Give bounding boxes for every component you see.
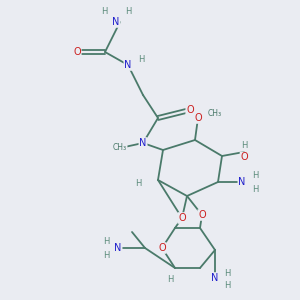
Text: H: H [252,184,258,194]
Text: O: O [73,47,81,57]
Text: N: N [124,60,132,70]
Text: CH₃: CH₃ [113,143,127,152]
Text: N: N [238,177,246,187]
Text: H: H [138,56,144,64]
Text: N: N [112,17,120,27]
Text: H: H [103,250,109,260]
Text: H: H [224,280,230,290]
Text: CH₃: CH₃ [208,109,222,118]
Text: O: O [194,113,202,123]
Text: H: H [167,275,173,284]
Text: O: O [240,152,248,162]
Text: H: H [241,140,247,149]
Text: H: H [224,268,230,278]
Text: H: H [135,178,141,188]
Text: O: O [186,105,194,115]
Text: N: N [211,273,219,283]
Text: H: H [125,8,131,16]
Text: O: O [158,243,166,253]
Text: N: N [114,243,122,253]
Text: O: O [198,210,206,220]
Text: N: N [139,138,147,148]
Text: H: H [101,8,107,16]
Text: H: H [252,170,258,179]
Text: O: O [178,213,186,223]
Text: H: H [103,236,109,245]
